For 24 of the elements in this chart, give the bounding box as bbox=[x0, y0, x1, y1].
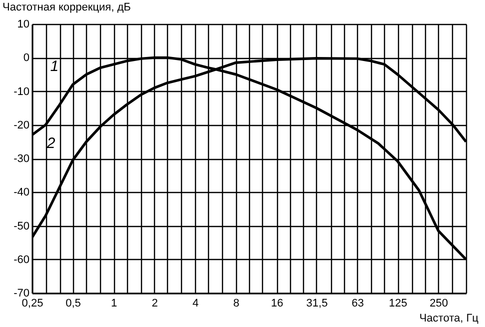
y-tick-label: -60 bbox=[14, 254, 30, 266]
x-tick-label: 63 bbox=[352, 298, 364, 310]
y-tick-label: -70 bbox=[14, 288, 30, 300]
x-tick-label: 125 bbox=[388, 298, 408, 310]
y-tick-label: -40 bbox=[14, 186, 30, 199]
x-tick-label: 4 bbox=[192, 298, 199, 310]
y-tick-label: -30 bbox=[14, 153, 30, 165]
x-tick-label: 0,5 bbox=[66, 298, 81, 310]
x-tick-label: 16 bbox=[271, 298, 284, 310]
y-tick-label: -50 bbox=[14, 220, 30, 232]
y-tick-label: 0 bbox=[23, 52, 30, 64]
y-tick-label: -10 bbox=[14, 86, 30, 98]
annotation: 1 bbox=[50, 58, 59, 75]
x-tick-label: 31,5 bbox=[306, 298, 328, 310]
x-tick-label: 0,25 bbox=[22, 298, 44, 310]
x-tick-label: 250 bbox=[430, 298, 448, 310]
annotation: 2 bbox=[46, 135, 56, 152]
x-tick-label: 1 bbox=[110, 298, 118, 310]
y-tick-label: -20 bbox=[14, 119, 30, 132]
x-tick-label: 8 bbox=[233, 298, 240, 310]
y-tick-label: 10 bbox=[17, 18, 30, 30]
x-tick-label: 2 bbox=[152, 298, 158, 310]
y-axis-title: Частотная коррекция, дБ bbox=[2, 2, 131, 14]
x-axis-title: Частота, Гц bbox=[419, 312, 480, 324]
